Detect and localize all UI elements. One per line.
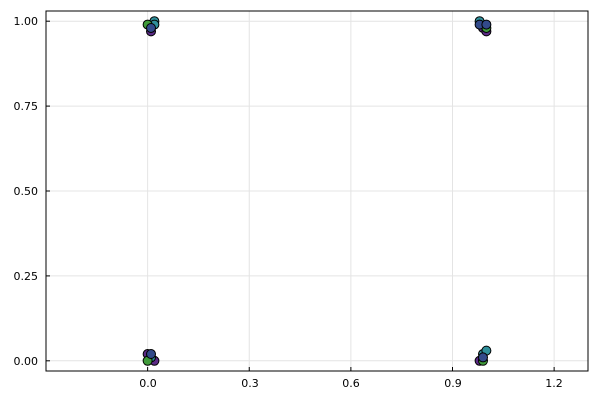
data-points — [142, 16, 492, 366]
y-tick-label: 0.25 — [14, 270, 39, 283]
x-tick-label: 0.9 — [444, 377, 462, 390]
x-tick-label: 0.3 — [241, 377, 259, 390]
data-point — [477, 352, 488, 363]
y-tick-label: 0.75 — [14, 100, 39, 113]
y-tick-label: 1.00 — [14, 15, 39, 28]
x-tick-label: 0.0 — [139, 377, 157, 390]
data-point — [481, 19, 492, 30]
data-point — [146, 22, 157, 33]
y-tick-label: 0.00 — [14, 355, 39, 368]
x-axis: 0.0 0.3 0.6 0.9 1.2 — [139, 377, 563, 390]
y-axis: 0.00 0.25 0.50 0.75 1.00 — [14, 15, 39, 368]
data-point — [146, 349, 157, 360]
x-tick-label: 1.2 — [545, 377, 563, 390]
grid-lines — [46, 11, 588, 371]
axis-ticks — [46, 20, 555, 371]
y-tick-label: 0.50 — [14, 185, 39, 198]
x-tick-label: 0.6 — [342, 377, 360, 390]
